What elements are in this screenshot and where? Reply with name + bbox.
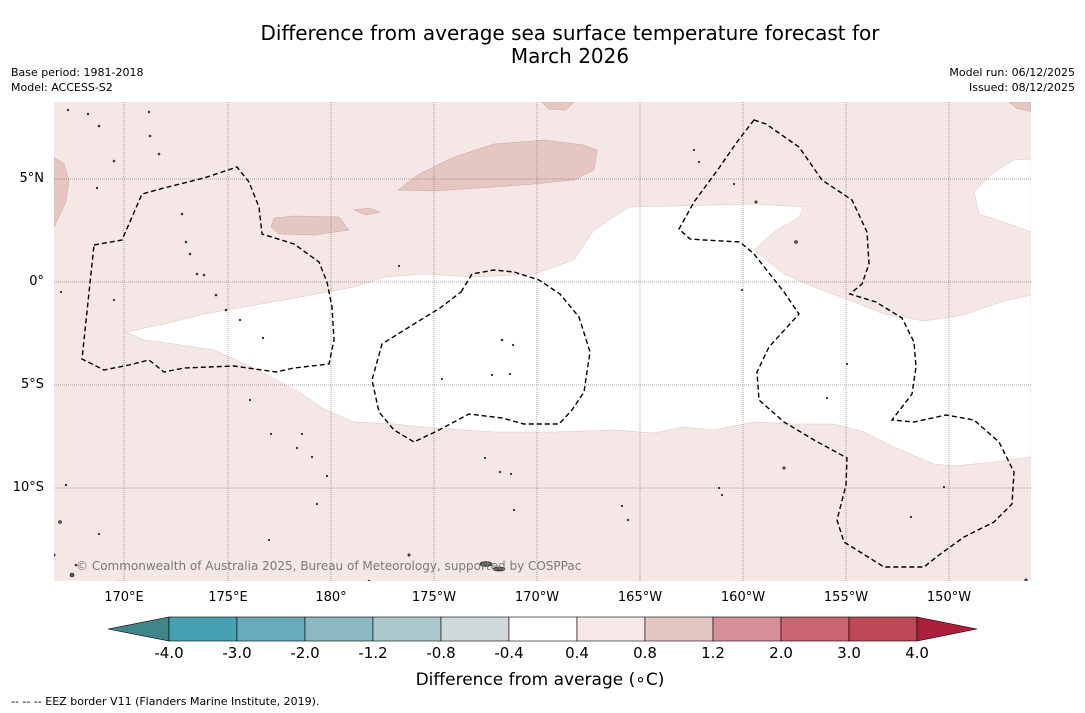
lon-label: 150°W bbox=[926, 590, 972, 605]
colorbar-bin bbox=[236, 616, 306, 642]
base-period-text: Base period: 1981-2018 bbox=[11, 66, 144, 79]
warm-anomaly-patch bbox=[1008, 102, 1031, 113]
lon-label: 170°W bbox=[514, 590, 560, 605]
lon-label: 165°W bbox=[617, 590, 663, 605]
colorbar-bin bbox=[168, 616, 238, 642]
colorbar-tick-label: 3.0 bbox=[837, 644, 861, 662]
eez-borders bbox=[81, 119, 1015, 568]
colorbar-bin bbox=[372, 616, 442, 642]
model-text: Model: ACCESS-S2 bbox=[11, 81, 113, 94]
eez-legend: -- -- -- EEZ border V11 (Flanders Marine… bbox=[11, 695, 320, 708]
colorbar-bin bbox=[508, 616, 578, 642]
colorbar-tick-label: 2.0 bbox=[769, 644, 793, 662]
warm-anomaly-patch bbox=[54, 156, 70, 228]
lat-label: 5°N bbox=[19, 171, 45, 186]
colorbar-bin bbox=[304, 616, 374, 642]
warm-anomaly-patch bbox=[353, 207, 381, 216]
colorbar-tick-label: -4.0 bbox=[154, 644, 184, 662]
model-run-text: Model run: 06/12/2025 bbox=[949, 66, 1075, 79]
colorbar-label: Difference from average (∘C) bbox=[415, 670, 665, 690]
colorbar-bin bbox=[848, 616, 918, 642]
colorbar-tick-label: -1.2 bbox=[358, 644, 388, 662]
colorbar-tick-label: -2.0 bbox=[290, 644, 320, 662]
issued-text: Issued: 08/12/2025 bbox=[968, 81, 1075, 94]
graticule bbox=[54, 102, 1031, 581]
lat-label: 10°S bbox=[12, 480, 44, 495]
warm-anomaly-patch bbox=[541, 102, 575, 111]
lon-label: 175°W bbox=[411, 590, 457, 605]
colorbar-tick-label: -3.0 bbox=[222, 644, 252, 662]
copyright-notice: © Commonwealth of Australia 2025, Bureau… bbox=[76, 559, 582, 573]
lat-label: 0° bbox=[29, 274, 44, 289]
lon-label: 155°W bbox=[823, 590, 869, 605]
colorbar-tick-label: -0.4 bbox=[494, 644, 524, 662]
map-title: Difference from average sea surface temp… bbox=[170, 22, 970, 68]
warm-anomaly-patch bbox=[270, 215, 350, 236]
colorbar-bin bbox=[712, 616, 782, 642]
colorbar-tick-label: 0.8 bbox=[633, 644, 657, 662]
neutral-anomaly-patch bbox=[973, 158, 1031, 233]
lat-label: 5°S bbox=[20, 377, 44, 392]
run-info: Model run: 06/12/2025 Issued: 08/12/2025 bbox=[949, 65, 1075, 95]
neutral-anomaly-band bbox=[125, 203, 1031, 467]
colorbar-tick-label: 1.2 bbox=[701, 644, 725, 662]
warm-anomaly-patch bbox=[397, 139, 598, 192]
colorbar-bin bbox=[576, 616, 646, 642]
lon-label: 180° bbox=[315, 590, 347, 605]
colorbar-under-arrow bbox=[107, 616, 170, 642]
colorbar-tick-label: 0.4 bbox=[565, 644, 589, 662]
islands bbox=[54, 108, 1028, 581]
title-line-1: Difference from average sea surface temp… bbox=[260, 21, 880, 45]
lon-label: 160°W bbox=[720, 590, 766, 605]
colorbar-bin bbox=[780, 616, 850, 642]
base-info: Base period: 1981-2018 Model: ACCESS-S2 bbox=[11, 65, 143, 95]
lon-label: 175°E bbox=[208, 590, 248, 605]
lon-label: 170°E bbox=[104, 590, 144, 605]
colorbar-bin bbox=[644, 616, 714, 642]
sst-anomaly-map bbox=[54, 102, 1031, 581]
title-line-2: March 2026 bbox=[510, 44, 630, 68]
colorbar-tick-label: -0.8 bbox=[426, 644, 456, 662]
colorbar-bin bbox=[440, 616, 510, 642]
colorbar-over-arrow bbox=[916, 616, 978, 642]
colorbar-tick-label: 4.0 bbox=[905, 644, 929, 662]
